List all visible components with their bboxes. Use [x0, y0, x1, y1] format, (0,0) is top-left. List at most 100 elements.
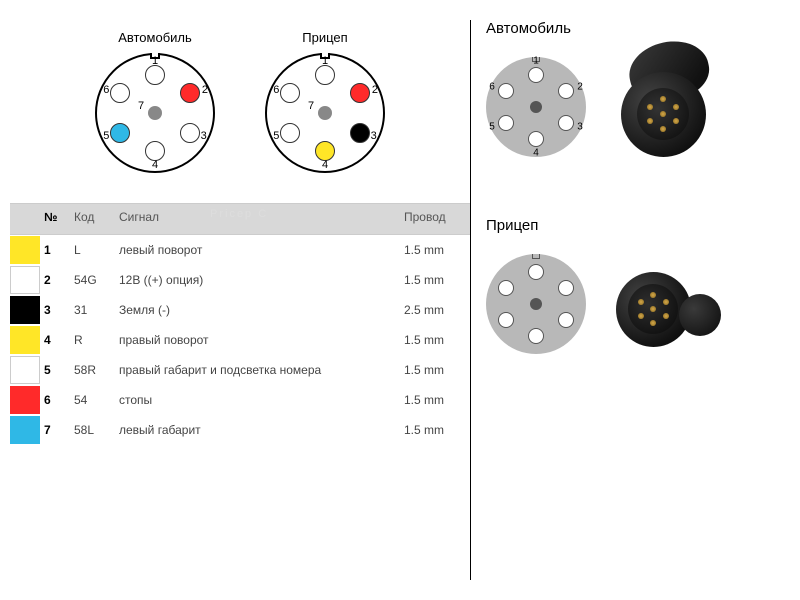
cell-num: 1 [40, 243, 70, 257]
contact-pin [673, 118, 679, 124]
center-pin [530, 101, 542, 113]
pin-4 [528, 328, 544, 344]
pin-label: 1 [322, 55, 328, 67]
contact-pin [650, 320, 656, 326]
pin-label: 3 [201, 130, 207, 142]
cell-code: L [70, 243, 115, 257]
contact-pin [660, 126, 666, 132]
pin-label: 3 [577, 122, 583, 133]
cell-code: 54 [70, 393, 115, 407]
table-header-row: № Код Сигнал Провод Pricep C [10, 203, 470, 235]
pin-label: 6 [273, 84, 279, 96]
pin-1 [315, 65, 335, 85]
pin-label: 1 [533, 56, 539, 67]
contact-pin [650, 292, 656, 298]
contact-pin [647, 118, 653, 124]
pin-label: 5 [489, 122, 495, 133]
cell-num: 3 [40, 303, 70, 317]
pin-2 [180, 83, 200, 103]
contact-pin [663, 299, 669, 305]
cell-num: 5 [40, 363, 70, 377]
cell-wire: 1.5 mm [400, 393, 470, 407]
pin-label: 3 [371, 130, 377, 142]
cell-signal: левый поворот [115, 243, 400, 257]
pin-5 [110, 123, 130, 143]
pin-label: 6 [103, 84, 109, 96]
color-swatch [10, 266, 40, 294]
pin-label: 2 [577, 82, 583, 93]
table-row: 758Lлевый габарит1.5 mm [10, 415, 470, 445]
pin-label: 4 [152, 159, 158, 171]
contact-pin [638, 313, 644, 319]
center-pin [318, 106, 332, 120]
pin-3 [498, 312, 514, 328]
color-swatch [10, 236, 40, 264]
cell-signal: 12В ((+) опция) [115, 273, 400, 287]
main-layout: Автомобиль 1 2 3 4 5 6 7 Прицеп 1 2 3 4 5 6 7 № Код … [0, 0, 800, 600]
contact-pin [660, 96, 666, 102]
cell-wire: 1.5 mm [400, 273, 470, 287]
pin-label: 5 [103, 130, 109, 142]
table-row: 331Земля (-)2.5 mm [10, 295, 470, 325]
cell-wire: 2.5 mm [400, 303, 470, 317]
pin-6 [498, 83, 514, 99]
table-body: 1Lлевый поворот1.5 mm254G12В ((+) опция)… [10, 235, 470, 445]
right-car-row: 1 2 3 4 5 6 [486, 47, 790, 167]
cell-wire: 1.5 mm [400, 243, 470, 257]
table-row: 254G12В ((+) опция)1.5 mm [10, 265, 470, 295]
socket-photo [601, 47, 721, 167]
cell-wire: 1.5 mm [400, 333, 470, 347]
pin-label: 7 [308, 100, 314, 112]
table-row: 1Lлевый поворот1.5 mm [10, 235, 470, 265]
trailer-diagram-title: Прицеп [265, 30, 385, 45]
pin-label: 6 [489, 82, 495, 93]
pin-3 [558, 115, 574, 131]
pin-6 [110, 83, 130, 103]
pin-5 [558, 312, 574, 328]
pinout-diagrams-row: Автомобиль 1234567 Прицеп 1234567 [10, 20, 470, 173]
pin-2 [558, 83, 574, 99]
pin-6 [558, 280, 574, 296]
cell-code: 58R [70, 363, 115, 377]
cell-num: 4 [40, 333, 70, 347]
center-pin [148, 106, 162, 120]
table-row: 4Rправый поворот1.5 mm [10, 325, 470, 355]
cell-code: 31 [70, 303, 115, 317]
pin-4 [528, 131, 544, 147]
contact-pin [650, 306, 656, 312]
plug-stem [679, 294, 721, 336]
cell-signal: правый поворот [115, 333, 400, 347]
pin-table: № Код Сигнал Провод Pricep C 1Lлевый пов… [10, 203, 470, 445]
car-pinout-block: Автомобиль 1234567 [95, 30, 215, 173]
contact-pin [638, 299, 644, 305]
color-swatch [10, 416, 40, 444]
watermark: Pricep C [210, 208, 268, 220]
cell-signal: Земля (-) [115, 303, 400, 317]
pin-label: 5 [273, 130, 279, 142]
cell-code: R [70, 333, 115, 347]
contact-pin [673, 104, 679, 110]
right-trailer-row [486, 244, 790, 364]
cell-num: 7 [40, 423, 70, 437]
pin-1 [528, 264, 544, 280]
pin-label: 7 [138, 100, 144, 112]
right-trailer-title: Прицеп [486, 217, 790, 234]
cell-signal: стопы [115, 393, 400, 407]
cell-num: 2 [40, 273, 70, 287]
trailer-pinout-block: Прицеп 1234567 [265, 30, 385, 173]
col-num-header: № [40, 204, 70, 234]
trailer-connector-diagram: 1234567 [265, 53, 385, 173]
pin-1 [145, 65, 165, 85]
right-trailer-section: Прицеп [486, 217, 790, 364]
right-car-title: Автомобиль [486, 20, 790, 37]
pin-label: 2 [202, 84, 208, 96]
left-panel: Автомобиль 1234567 Прицеп 1234567 № Код … [10, 20, 470, 580]
pin-2 [350, 83, 370, 103]
table-row: 558Rправый габарит и подсветка номера1.5… [10, 355, 470, 385]
pin-5 [280, 123, 300, 143]
cell-code: 58L [70, 423, 115, 437]
pin-label: 2 [372, 84, 378, 96]
plug-face [628, 284, 678, 334]
pin-label: 4 [533, 148, 539, 159]
car-face-diagram: 1 2 3 4 5 6 [486, 57, 586, 157]
